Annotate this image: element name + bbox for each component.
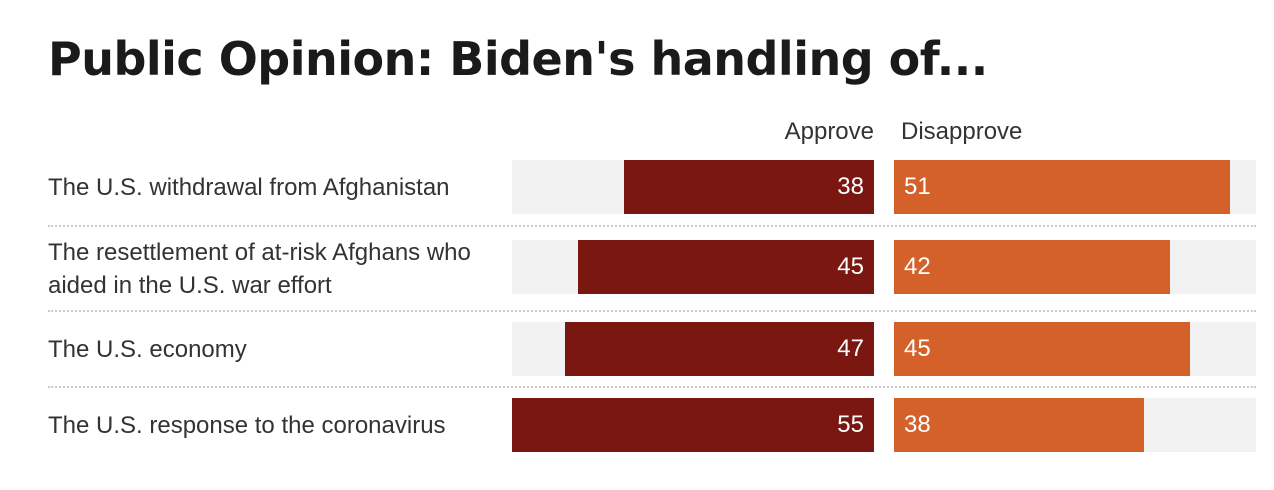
disapprove-bar: 45 (894, 322, 1190, 376)
approve-bar: 55 (512, 398, 874, 452)
approve-bar: 47 (565, 322, 874, 376)
disapprove-value-label: 42 (904, 253, 931, 280)
row-divider (48, 310, 1256, 312)
row-divider (48, 225, 1256, 227)
category-label: The resettlement of at-risk Afghans who … (48, 239, 471, 299)
approve-track: 38 (512, 160, 874, 214)
row-divider (48, 386, 1256, 388)
category-label: The U.S. withdrawal from Afghanistan (48, 174, 450, 201)
approve-track: 45 (512, 240, 874, 294)
category-label: The U.S. response to the coronavirus (48, 412, 446, 439)
approve-track: 55 (512, 398, 874, 452)
approve-value-label: 38 (837, 173, 864, 200)
disapprove-track: 45 (894, 322, 1256, 376)
legend-disapprove: Disapprove (901, 118, 1023, 145)
disapprove-value-label: 45 (904, 335, 931, 362)
disapprove-value-label: 51 (904, 173, 931, 200)
disapprove-track: 42 (894, 240, 1256, 294)
disapprove-bar: 51 (894, 160, 1230, 214)
disapprove-bar: 38 (894, 398, 1144, 452)
approve-value-label: 45 (837, 253, 864, 280)
disapprove-bar: 42 (894, 240, 1170, 294)
legend-approve: Approve (784, 118, 874, 145)
approve-value-label: 47 (837, 335, 864, 362)
disapprove-track: 51 (894, 160, 1256, 214)
disapprove-track: 38 (894, 398, 1256, 452)
approve-bar: 38 (624, 160, 874, 214)
approve-bar: 45 (578, 240, 874, 294)
approve-track: 47 (512, 322, 874, 376)
chart-title: Public Opinion: Biden's handling of... (48, 32, 988, 86)
disapprove-value-label: 38 (904, 411, 931, 438)
category-label: The U.S. economy (48, 336, 247, 363)
approve-value-label: 55 (837, 411, 864, 438)
